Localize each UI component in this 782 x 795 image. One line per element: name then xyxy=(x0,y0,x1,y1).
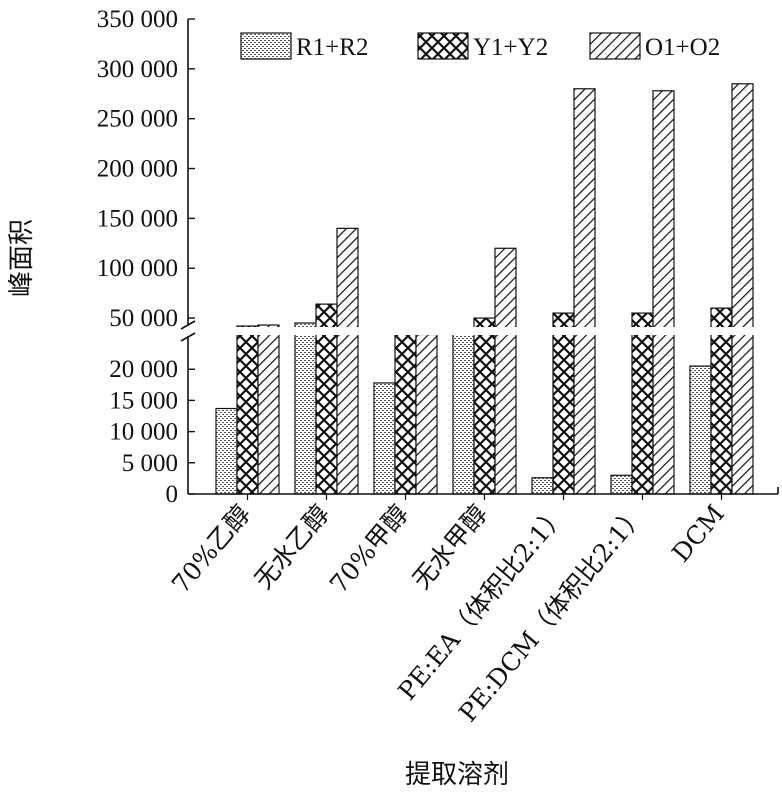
y-axis-break-marks xyxy=(180,320,196,342)
ticks-group: 0 5 000 10 000 15 000 20 000 50 000 100 000 150… xyxy=(97,6,723,508)
bar-o1-o2-6 xyxy=(731,83,754,495)
x-category-label: 70%乙醇 xyxy=(166,499,256,599)
y-tick-label: 15 000 xyxy=(109,387,178,414)
legend-label-1: Y1+Y2 xyxy=(473,34,548,61)
x-category-label: 无水甲醇 xyxy=(407,499,494,594)
bars-group xyxy=(182,83,778,495)
y-tick-label: 200 000 xyxy=(97,156,178,183)
y-tick-label: 350 000 xyxy=(97,6,178,33)
y-tick-label: 150 000 xyxy=(97,205,178,232)
bar-y1-y2-0 xyxy=(236,325,259,495)
bar-r1-r2-0 xyxy=(215,407,238,495)
bar-r1-r2-4 xyxy=(531,477,554,495)
bar-o1-o2-2 xyxy=(415,333,438,495)
bar-o1-o2-1 xyxy=(336,227,359,495)
legend-swatch-2 xyxy=(589,32,641,60)
y-tick-label: 300 000 xyxy=(97,56,178,83)
axes-group xyxy=(180,19,779,495)
y-tick-label: 100 000 xyxy=(97,255,178,282)
legend-label-2: O1+O2 xyxy=(645,34,720,61)
y-tick-label: 0 xyxy=(166,481,179,508)
bar-o1-o2-4 xyxy=(573,88,596,495)
bar-o1-o2-5 xyxy=(652,90,675,495)
bar-o1-o2-3 xyxy=(494,247,517,495)
bar-y1-y2-3 xyxy=(473,317,496,495)
legend-swatch-0 xyxy=(240,32,292,60)
x-category-label: 70%甲醇 xyxy=(324,499,414,599)
y-axis-title: 峰面积 xyxy=(7,219,37,297)
bar-r1-r2-6 xyxy=(689,365,712,495)
bar-r1-r2-5 xyxy=(610,474,633,495)
bar-y1-y2-2 xyxy=(394,333,417,495)
y-tick-label: 20 000 xyxy=(109,356,178,383)
x-axis-title: 提取溶剂 xyxy=(405,760,509,790)
x-category-label: 无水乙醇 xyxy=(249,499,336,594)
y-tick-label: 250 000 xyxy=(97,106,178,133)
axis-break-gap xyxy=(182,327,778,335)
legend-swatch-1 xyxy=(417,32,469,60)
bar-y1-y2-4 xyxy=(552,312,575,495)
y-tick-label: 50 000 xyxy=(109,305,178,332)
bar-o1-o2-0 xyxy=(257,324,280,495)
y-tick-label: 5 000 xyxy=(122,450,178,477)
category-labels-group: 70%乙醇无水乙醇70%甲醇无水甲醇PE:EA（体积比2:1）PE:DCM（体积… xyxy=(166,499,730,727)
legend-label-0: R1+R2 xyxy=(296,34,368,61)
bar-y1-y2-5 xyxy=(631,312,654,495)
y-tick-label: 10 000 xyxy=(109,419,178,446)
bar-r1-r2-3 xyxy=(452,331,475,495)
bar-r1-r2-1 xyxy=(294,322,317,495)
x-category-label: DCM xyxy=(666,499,730,567)
bar-y1-y2-6 xyxy=(710,307,733,495)
legend: R1+R2 Y1+Y2 O1+O2 xyxy=(240,32,720,61)
bar-r1-r2-2 xyxy=(373,382,396,495)
